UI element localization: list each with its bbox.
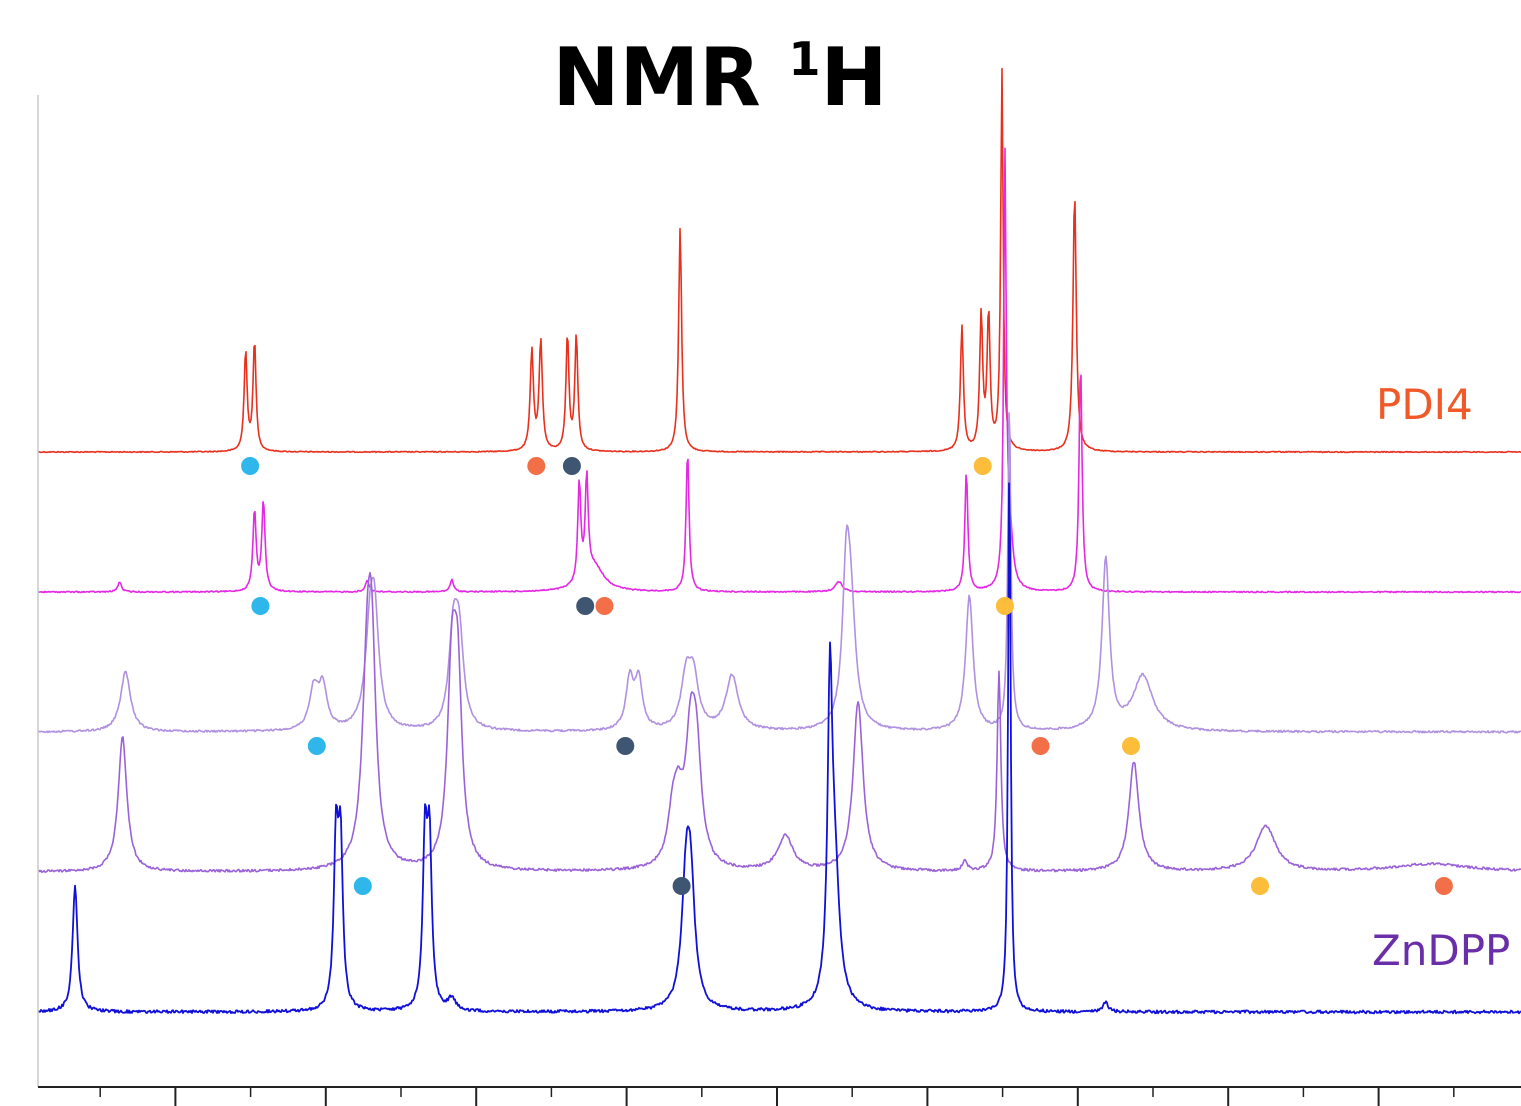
assignment-dot (241, 457, 260, 475)
spectrum-trace-5 (37, 482, 1521, 1015)
assignment-markers (241, 457, 1453, 895)
assignment-dot (973, 457, 992, 475)
assignment-dot (1122, 737, 1140, 755)
spectra-group (37, 67, 1521, 1015)
assignment-dot (995, 597, 1014, 615)
axes-group (37, 95, 1521, 1106)
assignment-dot (353, 877, 372, 895)
chart-title-main: NMR (553, 31, 789, 124)
assignment-dot (1434, 877, 1453, 895)
spectrum-trace-4 (37, 571, 1521, 874)
chart-title: NMR 1H (553, 31, 888, 124)
spectrum-trace-1 (37, 67, 1521, 454)
assignment-dot (307, 737, 326, 755)
series-label-pdi4: PDI4 (1376, 380, 1473, 429)
assignment-dot (251, 597, 270, 615)
assignment-dot (1251, 877, 1269, 895)
assignment-dot (595, 597, 614, 615)
assignment-dot (672, 877, 691, 895)
assignment-dot (616, 737, 635, 755)
assignment-dot (576, 597, 595, 615)
chart-title-superscript: 1 (789, 32, 821, 86)
assignment-dot (527, 457, 546, 475)
series-label-zndpp: ZnDPP (1372, 926, 1510, 975)
chart-title-suffix: H (821, 31, 888, 124)
assignment-dot (562, 457, 581, 475)
spectrum-trace-2 (37, 147, 1521, 594)
assignment-dot (1031, 737, 1050, 755)
spectrum-trace-3 (37, 412, 1521, 734)
series-labels: PDI4 ZnDPP (1372, 380, 1510, 975)
